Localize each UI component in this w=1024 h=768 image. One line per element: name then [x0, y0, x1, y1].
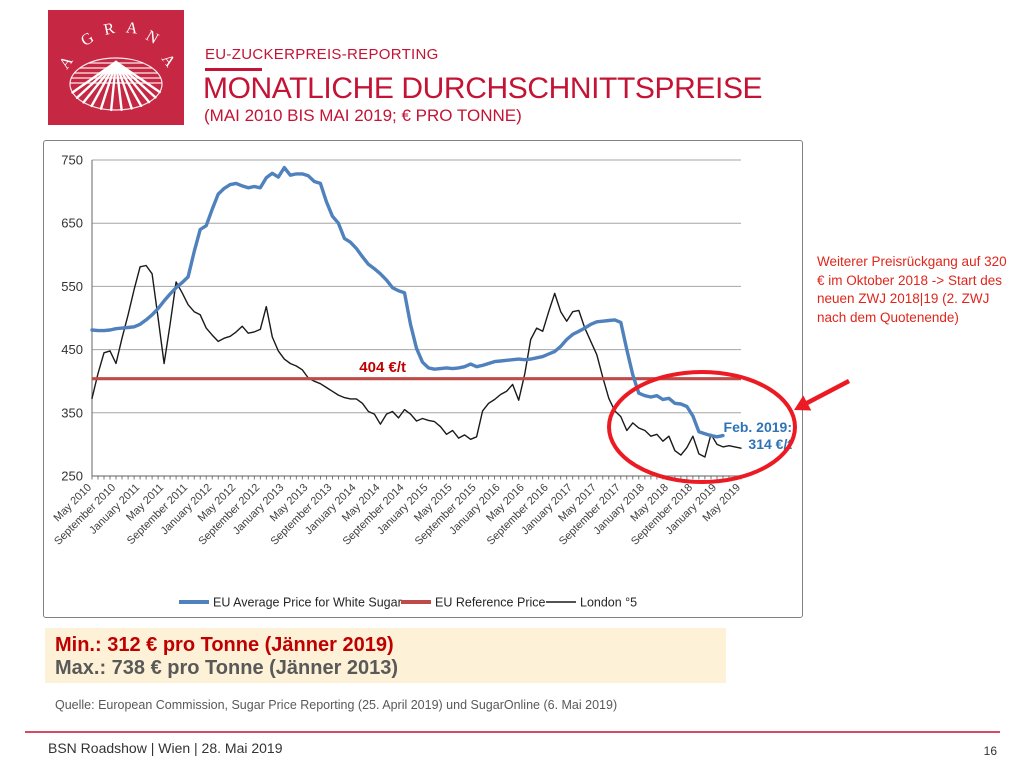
y-tick-label: 350	[61, 405, 83, 420]
y-tick-label: 450	[61, 342, 83, 357]
highlight-circle	[607, 370, 797, 484]
page-number: 16	[983, 744, 997, 758]
end-price-label: Feb. 2019:	[724, 419, 792, 435]
side-note: Weiterer Preisrückgang auf 320 € im Okto…	[817, 254, 1007, 325]
logo-letter: A	[125, 19, 139, 38]
legend-label: London °5	[580, 596, 637, 610]
series-line	[90, 165, 725, 439]
kicker: EU-ZUCKERPREIS-REPORTING	[205, 46, 439, 63]
y-tick-label: 650	[61, 216, 83, 231]
legend-label: EU Reference Price	[435, 596, 546, 610]
end-price-label: 314 €/t	[748, 436, 792, 452]
min-value: Min.: 312 € pro Tonne (Jänner 2019)	[55, 634, 394, 656]
y-tick-label: 750	[61, 153, 83, 168]
ref-price-label: 404 €/t	[359, 359, 406, 376]
agrana-logo: A G R A N A	[48, 10, 184, 125]
legend-label: EU Average Price for White Sugar	[213, 596, 402, 610]
agrana-emblem-icon	[69, 57, 163, 112]
source-line: Quelle: European Commission, Sugar Price…	[55, 698, 618, 712]
page-subtitle: (MAI 2010 BIS MAI 2019; € PRO TONNE)	[204, 106, 522, 125]
footer-divider	[25, 731, 1000, 733]
minmax-box: Min.: 312 € pro Tonne (Jänner 2019) Max.…	[45, 628, 726, 683]
y-tick-label: 250	[61, 469, 83, 484]
y-tick-label: 550	[61, 279, 83, 294]
footer-text: BSN Roadshow | Wien | 28. Mai 2019	[48, 740, 283, 756]
max-value: Max.: 738 € pro Tonne (Jänner 2013)	[55, 657, 399, 679]
page-title: MONATLICHE DURCHSCHNITTSPREISE	[203, 72, 763, 105]
series-line	[91, 264, 742, 458]
kicker-underline	[205, 68, 262, 71]
chart-box: 250 350 450 550 650 750 May 2010 September 2010…	[43, 140, 803, 618]
